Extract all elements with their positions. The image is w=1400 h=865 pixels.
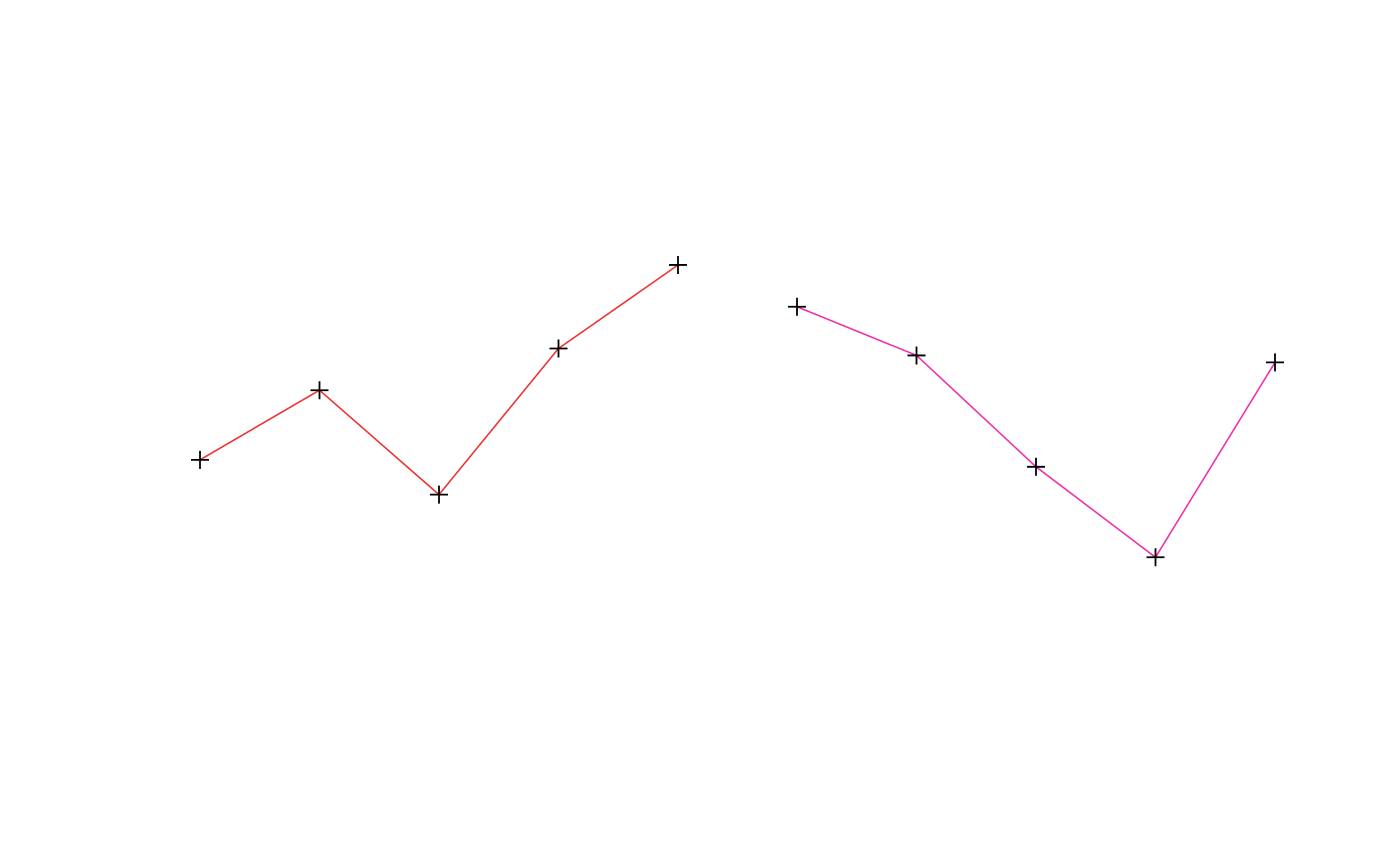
series-2-point-1-plus-marker [788,297,806,316]
series-1-panel [191,255,687,504]
series-1-point-3-plus-marker [430,485,448,504]
series-2-point-4-plus-marker [1146,548,1165,567]
series-2-panel [788,297,1284,567]
series-2-point-5-plus-marker [1266,353,1284,372]
series-1-point-2-plus-marker [310,381,329,400]
series-1-point-4-plus-marker [549,339,568,358]
series-1-point-5-plus-marker [669,255,687,274]
chart-panels [191,255,1284,567]
series-1-line [199,264,679,496]
series-2-point-2-plus-marker [907,346,926,365]
series-2-point-3-plus-marker [1027,457,1045,476]
series-2-line [796,305,1276,559]
series-1-point-1-plus-marker [191,450,209,469]
